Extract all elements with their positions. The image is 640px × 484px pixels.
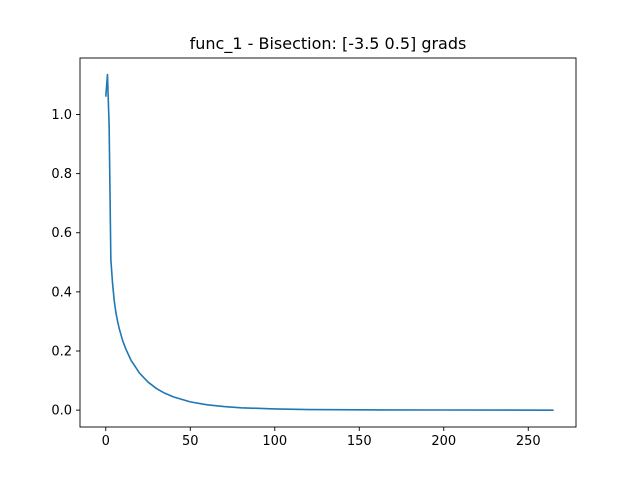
series-line-0 xyxy=(104,73,554,411)
chart-title: func_1 - Bisection: [-3.5 0.5] grads xyxy=(190,34,467,54)
x-tick-label: 150 xyxy=(347,434,372,449)
x-tick-label: 250 xyxy=(516,434,541,449)
y-tick-label: 1.0 xyxy=(51,108,72,123)
axes-frame xyxy=(79,57,577,428)
plot-area: 0 50 100 150 200 250 0.0 0.2 0.4 0.6 0.8 1.0 xyxy=(51,57,577,449)
y-tick-label: 0.6 xyxy=(51,226,72,241)
x-tick-label: 50 xyxy=(182,434,199,449)
y-tick-label: 0.8 xyxy=(51,167,72,182)
x-tick-label: 100 xyxy=(262,434,287,449)
x-tick-label: 200 xyxy=(431,434,456,449)
x-tick-label: 0 xyxy=(102,434,110,449)
y-tick-label: 0.0 xyxy=(51,404,72,419)
y-tick-label: 0.2 xyxy=(51,345,72,360)
y-tick-label: 0.4 xyxy=(51,285,72,300)
